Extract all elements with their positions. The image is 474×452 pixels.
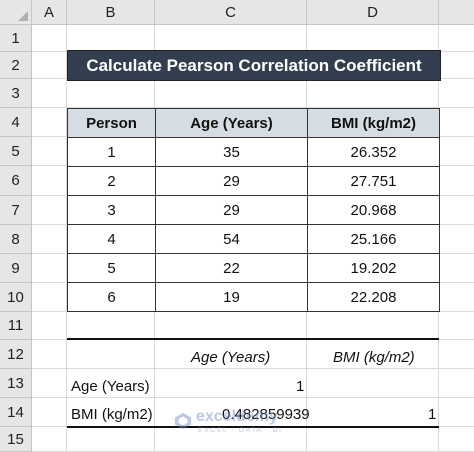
cell-age[interactable]: 35 — [155, 137, 308, 167]
row-header[interactable]: 10 — [0, 283, 32, 312]
matrix-cell-bmi-bmi[interactable]: 1 — [428, 406, 437, 423]
cell-bmi[interactable]: 22.208 — [307, 282, 440, 312]
row-header[interactable]: 14 — [0, 398, 32, 427]
cell-bmi[interactable]: 20.968 — [307, 195, 440, 225]
row-header[interactable]: 7 — [0, 196, 32, 225]
exceldemy-logo-icon — [174, 412, 192, 430]
exceldemy-watermark: exceldemy EXCEL · DATA · BI — [172, 404, 322, 440]
row-header[interactable]: 3 — [0, 79, 32, 108]
row-header[interactable]: 6 — [0, 166, 32, 196]
cell-age[interactable]: 19 — [155, 282, 308, 312]
cell-bmi[interactable]: 27.751 — [307, 166, 440, 196]
cell-person[interactable]: 4 — [67, 224, 156, 254]
column-header-e-partial[interactable] — [439, 0, 474, 25]
row-header[interactable]: 15 — [0, 427, 32, 452]
row-header[interactable]: 5 — [0, 137, 32, 166]
matrix-cell-bmi-age[interactable]: 0.482859939 — [222, 406, 310, 423]
cell-person[interactable]: 3 — [67, 195, 156, 225]
cell-person[interactable]: 2 — [67, 166, 156, 196]
matrix-cell-age-age[interactable]: 1 — [296, 378, 305, 395]
select-all-triangle-icon — [18, 11, 28, 21]
table-row: 3 29 20.968 — [67, 195, 440, 225]
cell-bmi[interactable]: 26.352 — [307, 137, 440, 167]
matrix-col-header-bmi[interactable]: BMI (kg/m2) — [333, 349, 415, 366]
select-all-corner[interactable] — [0, 0, 32, 25]
gridline-horizontal — [32, 107, 474, 108]
cell-bmi[interactable]: 25.166 — [307, 224, 440, 254]
matrix-row-label-bmi[interactable]: BMI (kg/m2) — [71, 406, 153, 423]
gridline-horizontal — [32, 311, 474, 312]
gridline-horizontal — [32, 397, 474, 398]
gridline-vertical — [66, 25, 67, 452]
matrix-bottom-border — [67, 426, 439, 428]
column-header-c[interactable]: C — [155, 0, 307, 25]
row-header[interactable]: 2 — [0, 52, 32, 79]
row-header[interactable]: 11 — [0, 312, 32, 340]
table-row: 1 35 26.352 — [67, 137, 440, 167]
table-header-row: Person Age (Years) BMI (kg/m2) — [67, 108, 440, 138]
header-age[interactable]: Age (Years) — [155, 108, 308, 138]
row-header[interactable]: 13 — [0, 369, 32, 398]
header-person[interactable]: Person — [67, 108, 156, 138]
row-header[interactable]: 9 — [0, 254, 32, 283]
cell-person[interactable]: 1 — [67, 137, 156, 167]
row-header[interactable]: 1 — [0, 25, 32, 52]
watermark-tagline: EXCEL · DATA · BI — [198, 427, 283, 434]
row-header[interactable]: 12 — [0, 340, 32, 369]
cell-age[interactable]: 29 — [155, 166, 308, 196]
matrix-row-label-age[interactable]: Age (Years) — [71, 378, 150, 395]
row-header[interactable]: 4 — [0, 108, 32, 137]
cell-bmi[interactable]: 19.202 — [307, 253, 440, 283]
cell-age[interactable]: 29 — [155, 195, 308, 225]
column-header-d[interactable]: D — [307, 0, 439, 25]
cell-person[interactable]: 5 — [67, 253, 156, 283]
watermark-name: exceldemy — [196, 408, 278, 425]
data-table: Person Age (Years) BMI (kg/m2) 1 35 26.3… — [67, 108, 440, 312]
cell-person[interactable]: 6 — [67, 282, 156, 312]
table-row: 6 19 22.208 — [67, 282, 440, 312]
column-header-b[interactable]: B — [67, 0, 155, 25]
page-title[interactable]: Calculate Pearson Correlation Coefficien… — [67, 50, 441, 81]
matrix-col-header-age[interactable]: Age (Years) — [191, 349, 271, 366]
table-row: 5 22 19.202 — [67, 253, 440, 283]
cell-age[interactable]: 22 — [155, 253, 308, 283]
matrix-top-border — [67, 338, 439, 340]
cell-age[interactable]: 54 — [155, 224, 308, 254]
gridline-horizontal — [32, 368, 474, 369]
row-header[interactable]: 8 — [0, 225, 32, 254]
table-row: 4 54 25.166 — [67, 224, 440, 254]
table-row: 2 29 27.751 — [67, 166, 440, 196]
header-bmi[interactable]: BMI (kg/m2) — [307, 108, 440, 138]
column-header-a[interactable]: A — [32, 0, 67, 25]
